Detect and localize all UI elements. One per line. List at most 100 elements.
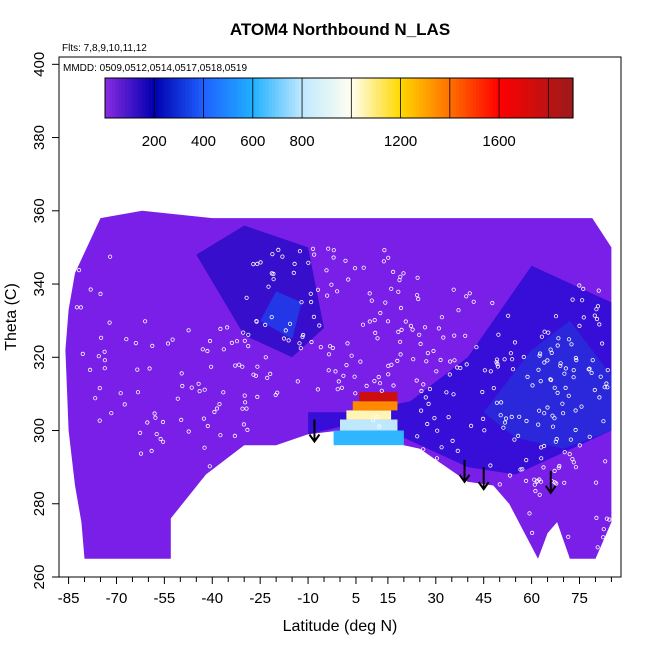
measurement-point [251, 372, 256, 377]
measurement-point [539, 334, 545, 339]
measurement-point [258, 260, 263, 265]
colorbar-segment [392, 78, 397, 118]
measurement-point [214, 406, 220, 411]
measurement-point [225, 325, 230, 330]
colorbar-segment [419, 78, 424, 118]
measurement-point [450, 438, 455, 443]
measurement-point [286, 338, 291, 343]
colorbar-segment [265, 78, 270, 118]
measurement-point [373, 330, 378, 335]
measurement-point [97, 418, 102, 423]
measurement-point [345, 341, 350, 346]
measurement-point [586, 367, 591, 372]
measurement-point [545, 405, 550, 410]
colorbar-segment [375, 78, 380, 118]
colorbar-segment [499, 78, 504, 118]
colorbar-segment [285, 78, 290, 118]
measurement-point [546, 330, 551, 335]
measurement-point [515, 433, 521, 438]
colorbar-segment [482, 78, 487, 118]
measurement-point [138, 430, 143, 435]
flight-arrow [458, 459, 471, 484]
measurement-point [444, 390, 449, 395]
measurement-point [202, 387, 207, 392]
colorbar-segment [385, 78, 390, 118]
measurement-point [218, 433, 223, 438]
measurement-point [573, 465, 579, 470]
measurement-point [229, 340, 234, 345]
colorbar-frame [104, 77, 574, 119]
measurement-point [150, 343, 155, 348]
colorbar-segment [248, 78, 253, 118]
measurement-point [425, 350, 430, 356]
colorbar-segment [469, 78, 474, 118]
measurement-point [464, 362, 469, 367]
colorbar-segment [369, 78, 374, 118]
colorbar-segment [472, 78, 477, 118]
measurement-point [266, 284, 271, 289]
measurement-point [558, 361, 563, 366]
flight-arrows [308, 419, 557, 495]
measurement-point [318, 344, 323, 350]
measurement-point [179, 417, 184, 422]
measurement-point [542, 411, 547, 416]
measurement-point [471, 299, 476, 304]
measurement-point [78, 305, 84, 310]
colorbar-segment [382, 78, 387, 118]
measurement-point [603, 459, 608, 464]
measurement-point [439, 445, 444, 450]
measurement-point [598, 374, 603, 379]
measurement-point [562, 371, 567, 376]
measurement-point [271, 277, 276, 282]
measurement-point [253, 373, 258, 378]
hotspot-cell [359, 392, 398, 402]
colorbar-segment [228, 78, 233, 118]
measurement-point [300, 334, 305, 339]
measurement-point [490, 300, 495, 306]
measurement-point [326, 368, 331, 373]
measurement-point [269, 271, 274, 276]
measurement-point [601, 535, 606, 540]
measurement-point [562, 450, 567, 455]
measurement-point [552, 385, 557, 390]
measurement-point [574, 357, 579, 363]
colorbar-segment [308, 78, 313, 118]
colorbar-segment [415, 78, 420, 118]
colorbar-segment [282, 78, 287, 118]
colorbar-segment [288, 78, 293, 118]
measurement-point [246, 332, 251, 337]
measurement-point [135, 367, 140, 372]
colorbar-segment [556, 78, 561, 118]
measurement-point [93, 396, 98, 401]
measurement-point [245, 427, 250, 432]
measurement-point [335, 387, 340, 392]
measurement-point [331, 255, 336, 260]
measurement-point [255, 394, 260, 399]
measurement-point [571, 375, 576, 380]
measurement-point [571, 367, 576, 373]
measurement-point [482, 368, 487, 373]
x-tick-label: -10 [297, 590, 319, 607]
measurement-point [446, 414, 451, 420]
colorbar-segment [332, 78, 337, 118]
measurement-point [97, 385, 102, 391]
colorbar-segment [486, 78, 491, 118]
heatmap-field [65, 210, 612, 559]
measurement-point [467, 291, 472, 296]
measurement-point [415, 434, 420, 439]
measurement-point [234, 339, 240, 344]
measurement-point [308, 291, 313, 296]
colorbar-segment [402, 78, 407, 118]
measurement-point [152, 411, 157, 416]
colorbar-segment [459, 78, 464, 118]
measurement-point [595, 545, 600, 550]
measurement-point [138, 451, 144, 456]
measurement-point [439, 315, 444, 320]
measurement-point [589, 370, 594, 375]
measurement-point [491, 385, 496, 391]
flight-arrow [477, 467, 490, 491]
measurement-point [419, 388, 424, 394]
measurement-point [451, 287, 456, 292]
measurement-point [324, 268, 329, 273]
colorbar-segment [489, 78, 494, 118]
